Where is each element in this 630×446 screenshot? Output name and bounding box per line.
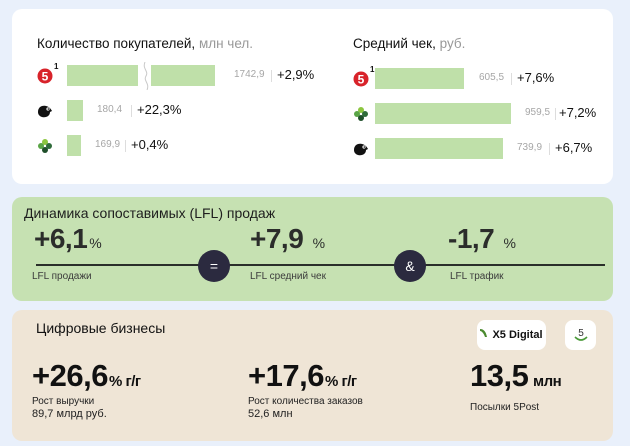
orders-growth-label: Рост количества заказов 52,6 млн bbox=[248, 395, 363, 421]
digital-panel: Цифровые бизнесы X5 Digital 5 +26,6% г/г… bbox=[12, 310, 613, 441]
lfl-check-unit: % bbox=[312, 235, 325, 251]
x5-digital-text: X5 Digital bbox=[492, 329, 543, 341]
parcels-unit: млн bbox=[529, 373, 562, 390]
change-label: +6,7% bbox=[555, 140, 593, 155]
orders-label-line1: Рост количества заказов bbox=[248, 396, 363, 407]
lfl-panel: Динамика сопоставимых (LFL) продаж +6,1%… bbox=[12, 197, 613, 301]
customers-check-panel: Количество покупателей, млн чел. 5 1 174… bbox=[12, 9, 613, 184]
parcels-label-line1: Посылки 5Post bbox=[470, 402, 540, 413]
divider bbox=[555, 108, 556, 120]
buyers-title-text: Количество покупателей, bbox=[37, 36, 196, 51]
digital-title: Цифровые бизнесы bbox=[36, 320, 166, 336]
lfl-divider-line bbox=[36, 264, 605, 266]
ampersand-operator-icon: & bbox=[394, 250, 426, 282]
fivepost-logo-icon: 5 bbox=[573, 328, 588, 341]
footnote-marker: 1 bbox=[370, 65, 375, 74]
check-row-chizhik: 739,9 +6,7% bbox=[353, 138, 613, 160]
bar bbox=[67, 100, 83, 121]
lfl-check-label: LFL средний чек bbox=[250, 271, 326, 282]
divider bbox=[511, 73, 512, 85]
bar-segment-right bbox=[151, 65, 215, 86]
x5-digital-logo: X5 Digital bbox=[477, 320, 546, 350]
orders-growth-number: +17,6 bbox=[248, 358, 324, 393]
chizhik-bird-icon bbox=[354, 143, 368, 156]
axis-break-icon bbox=[143, 62, 149, 90]
divider bbox=[131, 105, 132, 117]
lfl-title: Динамика сопоставимых (LFL) продаж bbox=[24, 205, 276, 221]
avg-check-unit: руб. bbox=[439, 36, 466, 51]
value-label: 180,4 bbox=[97, 104, 123, 115]
divider bbox=[271, 70, 272, 82]
change-label: +2,9% bbox=[277, 67, 315, 82]
lfl-sales-number: +6,1 bbox=[34, 223, 88, 254]
bar bbox=[375, 103, 511, 124]
lfl-traffic-label: LFL трафик bbox=[450, 271, 504, 282]
divider bbox=[125, 140, 126, 152]
lfl-traffic-number: -1,7 bbox=[448, 223, 495, 254]
value-label: 739,9 bbox=[517, 142, 543, 153]
lfl-check-number: +7,9 bbox=[250, 223, 304, 254]
avg-check-title-text: Средний чек, bbox=[353, 36, 436, 51]
orders-label-line2: 52,6 млн bbox=[248, 408, 293, 420]
parcels-value: 13,5 млн bbox=[470, 358, 562, 394]
revenue-label-line2: 89,7 млрд руб. bbox=[32, 408, 107, 420]
buyers-title: Количество покупателей, млн чел. bbox=[37, 36, 253, 51]
revenue-growth-value: +26,6% г/г bbox=[32, 358, 141, 394]
revenue-label-line1: Рост выручки bbox=[32, 396, 95, 407]
divider bbox=[549, 143, 550, 155]
lfl-check-value: +7,9 % bbox=[250, 223, 325, 255]
footnote-marker: 1 bbox=[54, 62, 59, 71]
buyers-row-chizhik: 180,4 +22,3% bbox=[37, 100, 237, 122]
parcels-label: Посылки 5Post bbox=[470, 401, 539, 414]
value-label: 959,5 bbox=[525, 107, 551, 118]
change-label: +7,6% bbox=[517, 70, 555, 85]
bar bbox=[375, 138, 503, 159]
svg-text:5: 5 bbox=[578, 328, 584, 339]
lfl-traffic-value: -1,7 % bbox=[448, 223, 516, 255]
equals-glyph: = bbox=[209, 258, 219, 274]
pyaterochka-logo-icon: 5 bbox=[353, 71, 369, 87]
lfl-traffic-unit: % bbox=[503, 235, 516, 251]
check-row-pyaterochka: 5 1 605,5 +7,6% bbox=[353, 65, 603, 90]
change-label: +7,2% bbox=[559, 105, 597, 120]
value-label: 605,5 bbox=[479, 72, 505, 83]
x5-leaf-icon bbox=[480, 329, 488, 337]
ampersand-glyph: & bbox=[405, 258, 415, 274]
perekrestok-clover-icon bbox=[38, 139, 52, 153]
fivepost-logo: 5 bbox=[565, 320, 596, 350]
lfl-sales-unit: % bbox=[89, 235, 102, 251]
value-label: 169,9 bbox=[95, 139, 121, 150]
check-row-perekrestok: 959,5 +7,2% bbox=[353, 103, 613, 125]
chizhik-bird-icon bbox=[38, 105, 52, 118]
avg-check-title: Средний чек, руб. bbox=[353, 36, 465, 51]
pyaterochka-logo-icon: 5 bbox=[37, 68, 53, 84]
bar-segment-left bbox=[67, 65, 138, 86]
lfl-sales-label: LFL продажи bbox=[32, 271, 92, 282]
buyers-unit: млн чел. bbox=[198, 36, 254, 51]
change-label: +0,4% bbox=[131, 137, 169, 152]
buyers-row-perekrestok: 169,9 +0,4% bbox=[37, 135, 237, 157]
parcels-number: 13,5 bbox=[470, 358, 529, 393]
revenue-growth-number: +26,6 bbox=[32, 358, 108, 393]
equals-operator-icon: = bbox=[198, 250, 230, 282]
orders-growth-unit: % г/г bbox=[324, 373, 357, 390]
revenue-growth-label: Рост выручки 89,7 млрд руб. bbox=[32, 395, 107, 421]
perekrestok-clover-icon bbox=[354, 107, 368, 121]
buyers-row-pyaterochka: 5 1 1742,9 +2,9% bbox=[37, 62, 327, 90]
lfl-sales-value: +6,1% bbox=[34, 223, 102, 255]
revenue-growth-unit: % г/г bbox=[108, 373, 141, 390]
bar bbox=[67, 135, 81, 156]
value-label: 1742,9 bbox=[234, 69, 265, 80]
bar bbox=[375, 68, 464, 89]
svg-text:5: 5 bbox=[358, 73, 365, 87]
svg-text:5: 5 bbox=[42, 70, 49, 84]
orders-growth-value: +17,6% г/г bbox=[248, 358, 357, 394]
change-label: +22,3% bbox=[137, 102, 182, 117]
